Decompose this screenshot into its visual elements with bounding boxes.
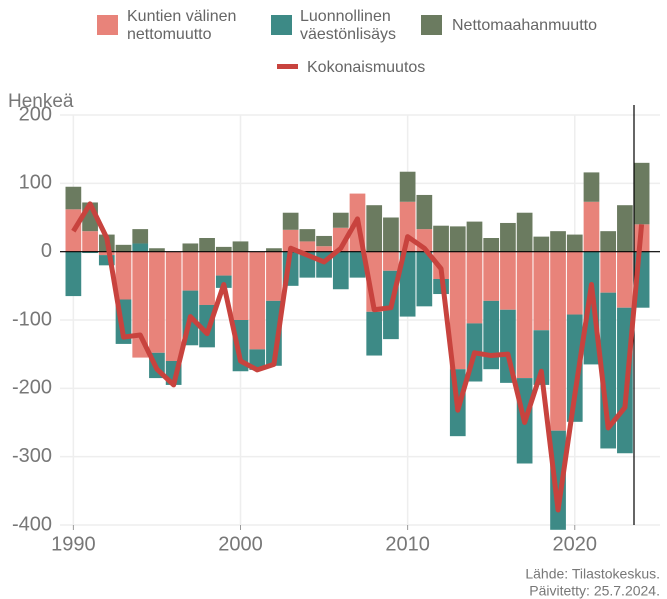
legend-swatch	[271, 15, 292, 35]
bar-segment	[266, 251, 282, 301]
bar-segment	[366, 311, 383, 356]
source: Lähde: Tilastokeskus.	[525, 566, 660, 582]
bar-segment	[516, 251, 533, 379]
bar-segment	[416, 194, 433, 230]
bar-segment	[132, 243, 149, 252]
bar-segment	[566, 234, 583, 252]
bar-segment	[316, 235, 332, 247]
total-line	[71, 201, 645, 513]
bar-segment	[483, 300, 500, 370]
bar-segment	[232, 241, 249, 252]
bar-segment	[449, 251, 466, 370]
x-tick-label: 1990	[51, 533, 96, 555]
bar-segment	[115, 244, 132, 252]
bar-segment	[199, 238, 215, 252]
bar-segment	[550, 251, 566, 431]
x-tick-label: 2020	[553, 533, 598, 555]
bar-segment	[633, 162, 650, 225]
bar-segment	[232, 251, 249, 320]
bar-segment	[566, 251, 583, 315]
bar-segment	[583, 172, 600, 202]
y-tick-label: -300	[12, 445, 52, 467]
bar-segment	[366, 205, 383, 252]
bar-segment	[583, 201, 600, 252]
bar-segment	[249, 251, 266, 350]
bar-segment	[533, 236, 550, 252]
bar-segment	[215, 246, 232, 252]
bar-segment	[98, 251, 115, 256]
bar-segment	[199, 251, 215, 305]
bar-segment	[500, 251, 516, 310]
bar-segment	[282, 229, 299, 252]
bar-segment	[533, 251, 550, 331]
bar-segment	[600, 231, 617, 252]
bar-segment	[550, 430, 566, 530]
bar-segment	[416, 251, 433, 307]
bar-segment	[349, 251, 366, 278]
y-tick-label: 100	[19, 172, 52, 194]
x-tick-label: 2000	[218, 533, 263, 555]
legend-label: Kokonaismuutos	[307, 59, 426, 76]
legend-swatch	[277, 64, 298, 69]
bar-segment	[299, 229, 316, 242]
bar-segment	[65, 186, 82, 210]
x-tick-label: 2010	[385, 533, 430, 555]
bar-segment	[165, 251, 182, 361]
legend-label: Luonnollinen väestönlisäys	[300, 8, 397, 43]
bar-segment	[282, 212, 299, 230]
bar-segment	[149, 248, 165, 252]
bar-segment	[132, 229, 149, 244]
bar-segment	[332, 251, 349, 290]
bar-segment	[617, 251, 633, 308]
legend-swatch	[421, 15, 442, 35]
bar-segment	[533, 330, 550, 385]
bar-segment	[550, 231, 566, 252]
bar-segment	[399, 251, 416, 317]
bar-segment	[65, 251, 82, 297]
bar-segment	[215, 275, 232, 288]
bar-segment	[182, 243, 199, 252]
bar-segment	[483, 238, 500, 252]
legend-label: Kuntien välinen nettomuutto	[127, 8, 237, 43]
bar-segment	[449, 226, 466, 252]
bar-segment	[600, 251, 617, 293]
bar-segment	[115, 251, 132, 300]
bar-segment	[82, 251, 98, 254]
y-tick-label: 200	[19, 103, 52, 125]
bar-segment	[383, 217, 399, 252]
y-axis-label: Henkeä	[8, 91, 74, 112]
bar-segment	[516, 212, 533, 252]
legend-swatch	[97, 15, 118, 35]
bar-segment	[249, 349, 266, 370]
legend-label: Nettomaahanmuutto	[452, 17, 597, 34]
bar-segment	[182, 251, 199, 291]
bar-segment	[132, 251, 149, 358]
y-tick-label: 0	[41, 240, 52, 262]
bar-segment	[266, 248, 282, 252]
bar-segment	[483, 251, 500, 301]
bar-segment	[215, 251, 232, 276]
y-tick-label: -100	[12, 308, 52, 330]
bar-segment	[332, 212, 349, 228]
bar-segment	[466, 221, 483, 252]
bar-segment	[299, 241, 316, 252]
bar-segment	[149, 251, 165, 353]
y-tick-label: -400	[12, 513, 52, 535]
bar-segment	[500, 222, 516, 252]
bar-segment	[399, 171, 416, 202]
bar-segment	[433, 225, 449, 252]
bar-segment	[617, 205, 633, 252]
bar-segment	[82, 231, 98, 252]
bar-segment	[383, 251, 399, 271]
y-tick-label: -200	[12, 377, 52, 399]
bar-segment	[98, 255, 115, 266]
bar-segment	[466, 251, 483, 324]
bar-segment	[316, 246, 332, 252]
updated: Päivitetty: 25.7.2024.	[529, 583, 660, 599]
bar-segment	[566, 314, 583, 422]
